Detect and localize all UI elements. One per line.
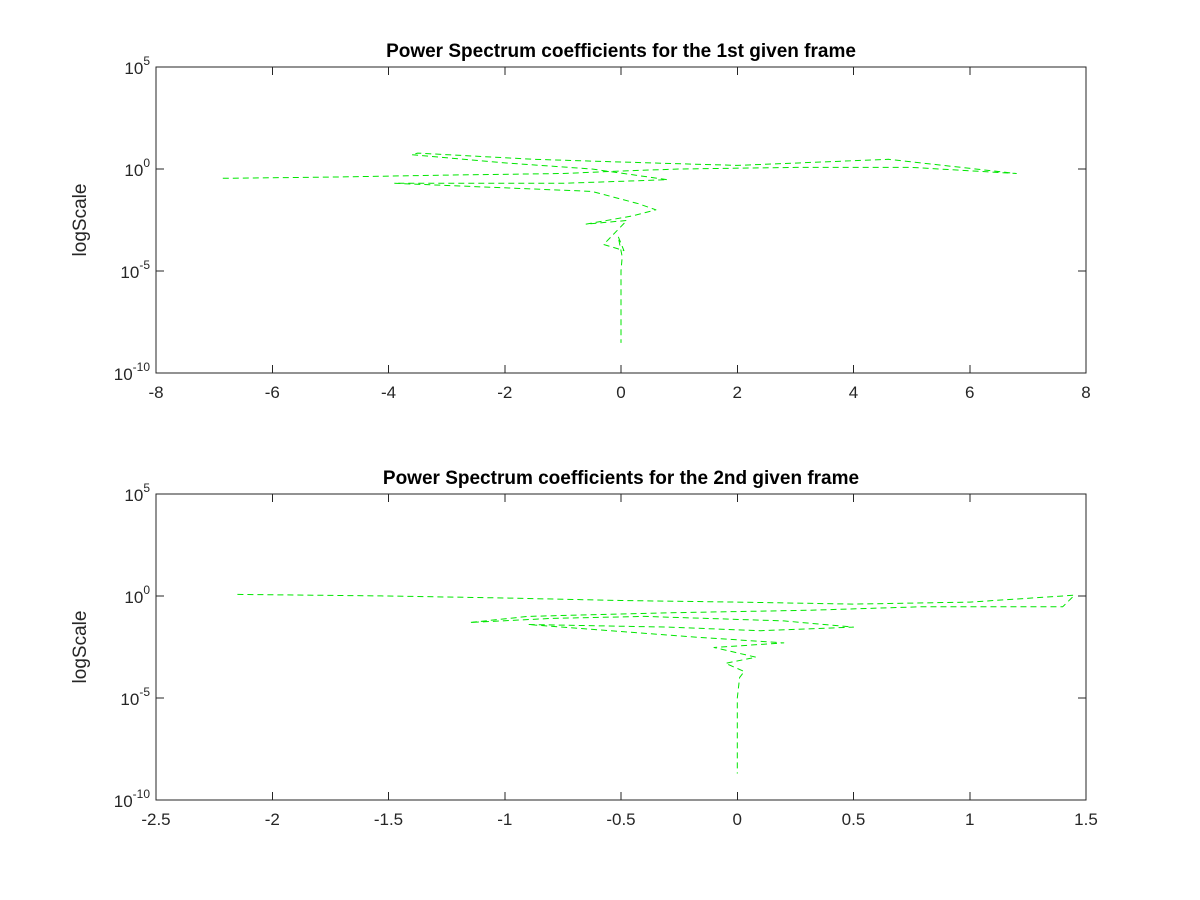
- series-line: [237, 593, 1075, 774]
- chart-title: Power Spectrum coefficients for the 1st …: [386, 41, 856, 62]
- x-tick-label: -2: [265, 810, 280, 829]
- series-line: [222, 152, 1017, 343]
- y-tick-exponent: 0: [143, 156, 150, 170]
- y-tick-exponent: 5: [143, 481, 150, 495]
- y-tick-label: 10-10: [114, 787, 151, 811]
- x-tick-label: -8: [148, 383, 163, 402]
- y-tick-exponent: 5: [143, 54, 150, 68]
- y-tick-exponent: 0: [143, 583, 150, 597]
- x-tick-label: 1: [965, 810, 974, 829]
- x-tick-label: 8: [1081, 383, 1090, 402]
- x-tick-label: 6: [965, 383, 974, 402]
- x-tick-label: 0: [616, 383, 625, 402]
- y-tick-base: 10: [120, 263, 139, 282]
- y-tick-base: 10: [120, 690, 139, 709]
- y-tick-exponent: -10: [133, 360, 151, 374]
- y-tick-label: 10-5: [120, 258, 150, 282]
- top-panel: Power Spectrum coefficients for the 1st …: [70, 41, 1091, 402]
- x-tick-label: 0: [733, 810, 742, 829]
- x-tick-label: -2: [497, 383, 512, 402]
- y-tick-base: 10: [124, 161, 143, 180]
- x-tick-label: 1.5: [1074, 810, 1098, 829]
- y-tick-base: 10: [114, 792, 133, 811]
- x-tick-label: -2.5: [141, 810, 170, 829]
- y-tick-label: 100: [124, 583, 150, 607]
- x-tick-label: 2: [733, 383, 742, 402]
- chart-title: Power Spectrum coefficients for the 2nd …: [383, 468, 859, 489]
- y-tick-exponent: -5: [139, 685, 150, 699]
- x-tick-label: -1.5: [374, 810, 403, 829]
- y-tick-label: 105: [124, 54, 150, 78]
- y-tick-label: 105: [124, 481, 150, 505]
- x-tick-label: -0.5: [606, 810, 635, 829]
- y-tick-base: 10: [124, 588, 143, 607]
- y-tick-base: 10: [124, 486, 143, 505]
- y-axis-label: logScale: [70, 611, 91, 684]
- x-tick-label: -1: [497, 810, 512, 829]
- y-tick-label: 10-10: [114, 360, 151, 384]
- x-tick-label: -4: [381, 383, 396, 402]
- y-tick-label: 10-5: [120, 685, 150, 709]
- y-tick-label: 100: [124, 156, 150, 180]
- x-tick-label: 4: [849, 383, 858, 402]
- y-tick-base: 10: [114, 365, 133, 384]
- x-tick-label: 0.5: [842, 810, 866, 829]
- x-tick-label: -6: [265, 383, 280, 402]
- y-axis-label: logScale: [70, 184, 91, 257]
- y-tick-exponent: -10: [133, 787, 151, 801]
- y-tick-base: 10: [124, 59, 143, 78]
- bottom-panel: Power Spectrum coefficients for the 2nd …: [70, 468, 1098, 829]
- y-tick-exponent: -5: [139, 258, 150, 272]
